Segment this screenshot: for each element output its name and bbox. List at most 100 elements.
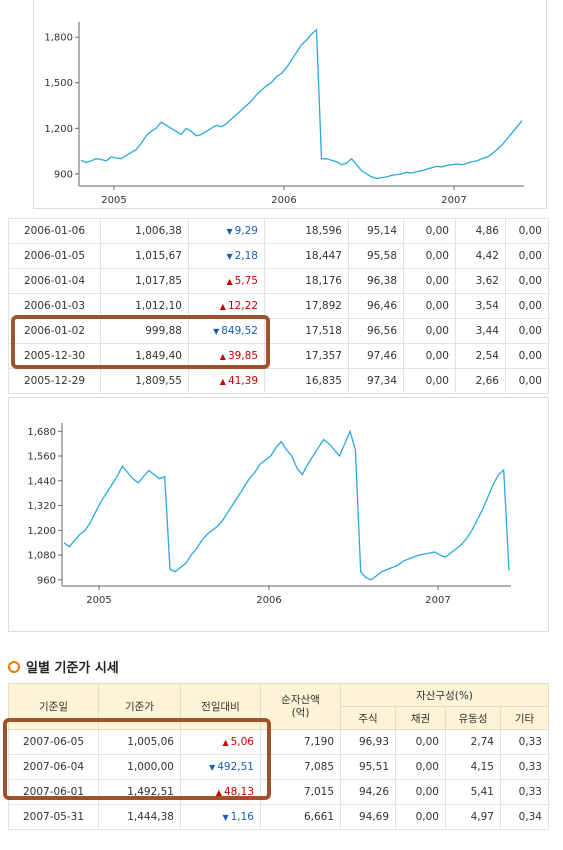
table-row: 2006-01-05 1,015,67 ▼ 2,18 18,447 95,58 0,00 4,… — [8, 243, 549, 269]
cell-price: 1,017,85 — [100, 268, 189, 294]
chart-2: 960 1,080 1,200 1,320 1,440 1,560 1,680 2005 200… — [27, 423, 511, 606]
cell-bond: 0,00 — [403, 368, 456, 394]
cell-other: 0,00 — [505, 368, 549, 394]
cell-date: 2007-06-04 — [8, 754, 99, 780]
cell-liquid: 3,62 — [455, 268, 506, 294]
triangle-down-icon: ▼ — [226, 227, 233, 236]
cell-change: ▲ 41,39 — [188, 368, 265, 394]
x-tick-label: 2006 — [271, 195, 296, 206]
cell-liquid: 3,54 — [455, 293, 506, 319]
price-table-2006: 2006-01-06 1,006,38 ▼ 9,29 18,596 95,14 0,00 4,… — [8, 218, 549, 394]
change-value: 1,16 — [230, 811, 254, 823]
cell-change: ▼ 2,18 — [188, 243, 265, 269]
series-line — [80, 28, 523, 180]
cell-stock: 97,34 — [348, 368, 404, 394]
cell-other: 0,34 — [500, 804, 549, 830]
table-row: 2006-01-06 1,006,38 ▼ 9,29 18,596 95,14 0,00 4,… — [8, 218, 549, 244]
triangle-down-icon: ▼ — [209, 763, 216, 772]
triangle-up-icon: ▲ — [226, 277, 233, 286]
cell-stock: 95,14 — [348, 218, 404, 244]
y-tick-label: 1,200 — [27, 526, 56, 537]
cell-price: 1,006,38 — [100, 218, 189, 244]
triangle-up-icon: ▲ — [215, 788, 222, 797]
cell-liquid: 4,42 — [455, 243, 506, 269]
header-stock: 주식 — [340, 706, 396, 730]
y-tick-label: 900 — [54, 169, 73, 180]
cell-price: 1,809,55 — [100, 368, 189, 394]
cell-date: 2007-06-01 — [8, 779, 99, 805]
table-row: 2006-01-03 1,012,10 ▲ 12,22 17,892 96,46 0,00 3… — [8, 293, 549, 319]
cell-assets: 18,596 — [264, 218, 349, 244]
cell-assets: 6,661 — [260, 804, 341, 830]
cell-assets: 7,190 — [260, 729, 341, 755]
cell-stock: 96,93 — [340, 729, 396, 755]
cell-other: 0,33 — [500, 754, 549, 780]
triangle-up-icon: ▲ — [219, 377, 226, 386]
change-value: 492,51 — [217, 761, 254, 773]
series-line — [63, 429, 510, 581]
cell-date: 2005-12-29 — [8, 368, 101, 394]
cell-assets: 7,085 — [260, 754, 341, 780]
chart-1-frame: 900 1,200 1,500 1,800 2005 2006 2007 — [33, 0, 547, 209]
header-liquid: 유동성 — [445, 706, 501, 730]
cell-other: 0,33 — [500, 779, 549, 805]
triangle-down-icon: ▼ — [222, 813, 229, 822]
cell-other: 0,00 — [505, 268, 549, 294]
cell-date: 2007-06-05 — [8, 729, 99, 755]
triangle-up-icon: ▲ — [219, 302, 226, 311]
cell-assets: 17,357 — [264, 343, 349, 369]
cell-bond: 0,00 — [403, 218, 456, 244]
header-assets: 순자산액 (억) — [260, 683, 341, 730]
table-row: 2007-06-01 1,492,51 ▲ 48,13 7,015 94,26 0,00 5,… — [8, 779, 549, 805]
x-tick-label: 2007 — [425, 595, 450, 606]
chart-1: 900 1,200 1,500 1,800 2005 2006 2007 — [44, 22, 524, 206]
y-tick-label: 1,500 — [44, 78, 73, 89]
daily-price-table: 기준일 기준가 전일대비 순자산액 (억) 자산구성(%) 주식 채권 유동성 … — [8, 683, 549, 830]
header-other: 기타 — [500, 706, 549, 730]
cell-bond: 0,00 — [395, 754, 446, 780]
y-tick-label: 1,200 — [44, 124, 73, 135]
cell-bond: 0,00 — [403, 293, 456, 319]
cell-change: ▼ 9,29 — [188, 218, 265, 244]
x-tick-label: 2007 — [441, 195, 466, 206]
cell-other: 0,00 — [505, 293, 549, 319]
y-tick-label: 1,800 — [44, 33, 73, 44]
cell-date: 2007-05-31 — [8, 804, 99, 830]
x-tick-label: 2005 — [86, 595, 111, 606]
cell-liquid: 2,54 — [455, 343, 506, 369]
y-tick-label: 1,320 — [27, 501, 56, 512]
table-row: 2007-06-05 1,005,06 ▲ 5,06 7,190 96,93 0,00 2,7… — [8, 729, 549, 755]
cell-assets: 18,176 — [264, 268, 349, 294]
table-row: 2006-01-02 999,88 ▼ 849,52 17,518 96,56 0,00 3,… — [8, 318, 549, 344]
cell-change: ▲ 48,13 — [180, 779, 261, 805]
section-title: 일별 기준가 시세 — [8, 657, 119, 676]
cell-liquid: 4,97 — [445, 804, 501, 830]
cell-other: 0,00 — [505, 218, 549, 244]
change-value: 5,06 — [230, 736, 254, 748]
cell-other: 0,00 — [505, 343, 549, 369]
cell-liquid: 2,66 — [455, 368, 506, 394]
triangle-up-icon: ▲ — [219, 352, 226, 361]
cell-bond: 0,00 — [395, 729, 446, 755]
cell-liquid: 5,41 — [445, 779, 501, 805]
table-row: 2007-06-04 1,000,00 ▼ 492,51 7,085 95,51 0,00 4… — [8, 754, 549, 780]
cell-assets: 16,835 — [264, 368, 349, 394]
cell-liquid: 3,44 — [455, 318, 506, 344]
triangle-up-icon: ▲ — [222, 738, 229, 747]
x-tick-label: 2005 — [101, 195, 126, 206]
x-tick-label: 2006 — [256, 595, 281, 606]
cell-assets: 18,447 — [264, 243, 349, 269]
cell-bond: 0,00 — [403, 268, 456, 294]
cell-price: 1,444,38 — [98, 804, 181, 830]
cell-price: 1,015,67 — [100, 243, 189, 269]
change-value: 39,85 — [227, 350, 258, 362]
table-row: 2005-12-29 1,809,55 ▲ 41,39 16,835 97,34 0,00 2… — [8, 368, 549, 394]
cell-change: ▲ 5,75 — [188, 268, 265, 294]
cell-other: 0,00 — [505, 318, 549, 344]
cell-assets: 7,015 — [260, 779, 341, 805]
cell-liquid: 4,15 — [445, 754, 501, 780]
y-tick-label: 1,680 — [27, 427, 56, 438]
cell-date: 2006-01-02 — [8, 318, 101, 344]
cell-price: 1,849,40 — [100, 343, 189, 369]
triangle-down-icon: ▼ — [226, 252, 233, 261]
